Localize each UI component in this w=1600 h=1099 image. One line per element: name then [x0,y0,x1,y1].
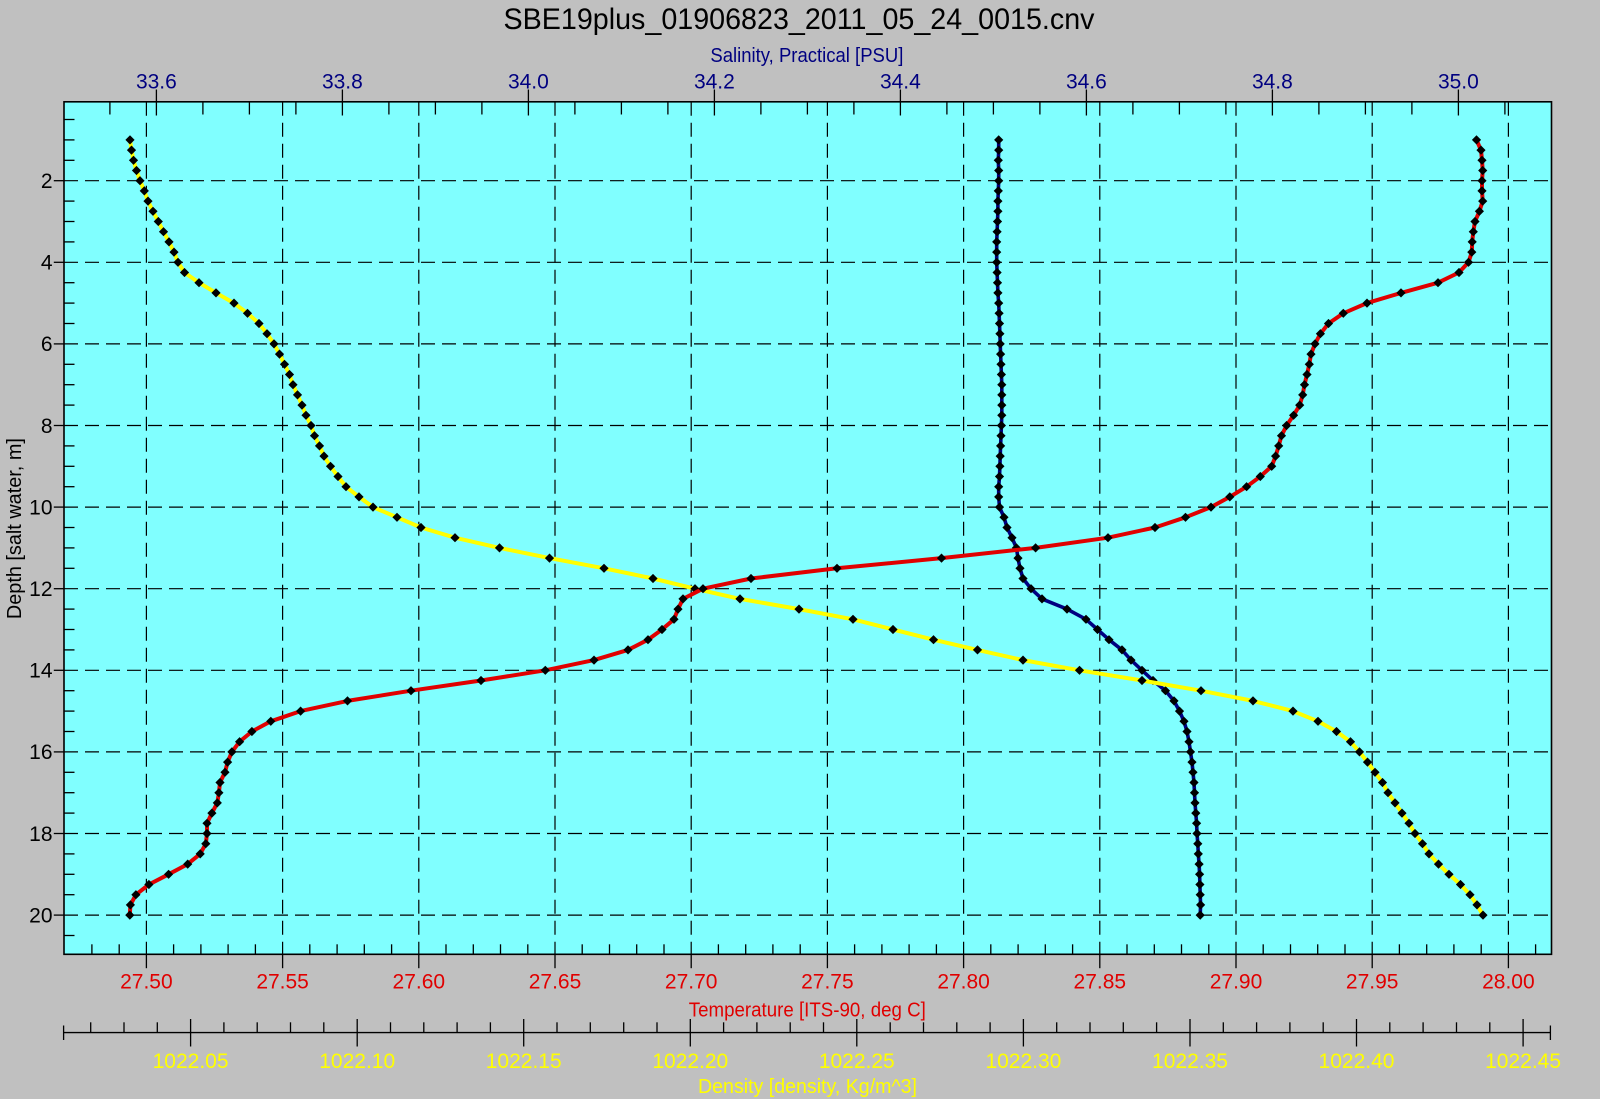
svg-text:Density [density, Kg/m^3]: Density [density, Kg/m^3] [698,1076,917,1098]
svg-text:Salinity, Practical [PSU]: Salinity, Practical [PSU] [710,45,903,67]
svg-text:27.70: 27.70 [665,971,718,994]
svg-text:20: 20 [29,904,52,927]
svg-text:34.0: 34.0 [508,71,549,94]
svg-text:1022.05: 1022.05 [153,1050,229,1073]
svg-text:27.90: 27.90 [1210,971,1263,994]
svg-text:4: 4 [41,252,53,275]
svg-text:1022.30: 1022.30 [985,1050,1061,1073]
svg-text:1022.45: 1022.45 [1485,1050,1561,1073]
svg-text:27.55: 27.55 [256,971,309,994]
svg-text:34.2: 34.2 [694,71,735,94]
svg-text:1022.20: 1022.20 [652,1050,728,1073]
svg-text:33.6: 33.6 [136,71,177,94]
svg-text:10: 10 [29,496,52,519]
svg-text:Temperature [ITS-90, deg C]: Temperature [ITS-90, deg C] [689,999,926,1021]
svg-text:27.95: 27.95 [1346,971,1399,994]
svg-text:2: 2 [41,170,53,193]
svg-text:1022.35: 1022.35 [1152,1050,1228,1073]
svg-text:33.8: 33.8 [322,71,363,94]
svg-text:18: 18 [29,823,52,846]
svg-text:35.0: 35.0 [1438,71,1479,94]
svg-text:27.75: 27.75 [801,971,854,994]
svg-text:1022.40: 1022.40 [1319,1050,1395,1073]
svg-text:34.4: 34.4 [880,71,921,94]
svg-text:8: 8 [41,415,53,438]
svg-text:27.65: 27.65 [529,971,582,994]
svg-text:1022.15: 1022.15 [486,1050,562,1073]
svg-text:6: 6 [41,333,53,356]
svg-text:12: 12 [29,578,52,601]
svg-text:1022.10: 1022.10 [319,1050,395,1073]
svg-text:27.50: 27.50 [120,971,173,994]
svg-text:27.85: 27.85 [1074,971,1127,994]
svg-text:Depth [salt water, m]: Depth [salt water, m] [4,438,26,619]
svg-text:SBE19plus_01906823_2011_05_24_: SBE19plus_01906823_2011_05_24_0015.cnv [504,3,1095,36]
svg-text:1022.25: 1022.25 [819,1050,895,1073]
svg-text:34.8: 34.8 [1252,71,1293,94]
svg-text:27.80: 27.80 [937,971,990,994]
svg-text:14: 14 [29,660,53,683]
svg-text:16: 16 [29,741,52,764]
svg-text:27.60: 27.60 [393,971,446,994]
svg-text:34.6: 34.6 [1066,71,1107,94]
svg-text:28.00: 28.00 [1482,971,1535,994]
